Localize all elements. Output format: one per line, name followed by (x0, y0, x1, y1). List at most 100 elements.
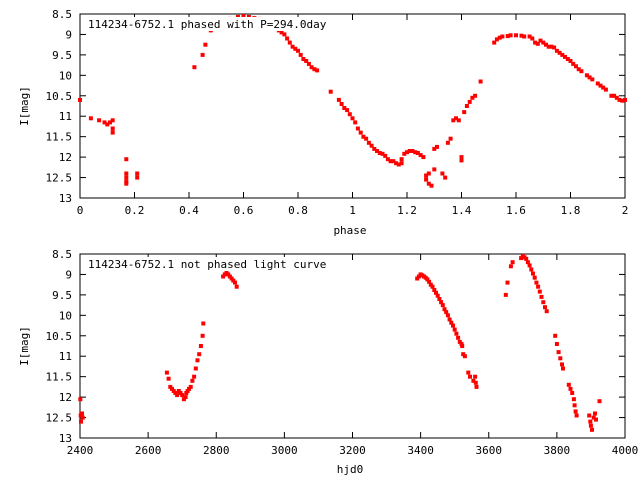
unphased-x-tick-label: 3000 (271, 444, 298, 457)
phased-data-point (544, 42, 548, 47)
phased-x-tick-label: 0.4 (179, 204, 199, 217)
phased-data-point (587, 75, 592, 80)
unphased-data-point (432, 288, 437, 292)
unphased-data-point (536, 284, 541, 289)
phased-x-tick-label: 1 (349, 204, 356, 217)
unphased-data-point (466, 370, 471, 375)
unphased-data-point (201, 321, 206, 326)
phased-data-point (470, 95, 475, 100)
unphased-data-point (556, 350, 561, 355)
phased-x-tick-label: 0.6 (234, 204, 254, 217)
unphased-data-point (529, 267, 534, 272)
phased-data-point (579, 69, 584, 74)
phased-data-point (478, 79, 483, 84)
phased-data-point (200, 52, 205, 57)
unphased-plot-frame (79, 253, 626, 439)
unphased-y-tick-label: 10.5 (46, 330, 73, 343)
phased-data-point (375, 149, 379, 153)
unphased-data-point (416, 274, 421, 279)
unphased-x-tick-label: 4000 (612, 444, 639, 457)
unphased-data-point (503, 292, 508, 297)
unphased-data-point (588, 423, 593, 428)
phased-data-point (192, 65, 197, 70)
unphased-data-point (473, 380, 478, 385)
unphased-data-point (574, 413, 579, 418)
unphased-y-tick-label: 13 (59, 432, 72, 445)
unphased-data-point (180, 393, 185, 398)
phased-data-point (426, 171, 431, 176)
phased-data-point (533, 40, 538, 45)
phased-data-point (372, 146, 377, 151)
unphased-data-point (427, 279, 432, 284)
phased-data-point (574, 64, 578, 69)
phased-y-tick-label: 12.5 (46, 172, 73, 185)
phased-data-point (557, 50, 562, 55)
unphased-data-point (505, 280, 510, 285)
unphased-data-point (226, 272, 231, 277)
phased-data-point (435, 144, 439, 149)
phased-data-point (304, 59, 309, 63)
unphased-data-point (440, 303, 445, 308)
unphased-data-point (524, 256, 529, 261)
phased-data-point (407, 149, 412, 153)
unphased-data-point (234, 284, 239, 289)
phased-data-point (293, 46, 298, 51)
unphased-data-point (178, 391, 183, 395)
phased-data-point (467, 99, 472, 104)
unphased-data-point (78, 397, 83, 402)
phased-data-point (383, 153, 388, 158)
phased-data-point (443, 175, 448, 180)
phased-data-point (595, 81, 600, 86)
unphased-data-point (510, 260, 515, 265)
phased-data-point (315, 68, 320, 73)
unphased-y-tick-label: 11 (59, 350, 72, 363)
unphased-data-point (457, 339, 462, 344)
phased-data-point (440, 171, 445, 176)
phased-data-point (385, 157, 390, 162)
unphased-data-point (445, 313, 450, 318)
unphased-data-point (460, 344, 465, 348)
unphased-data-point (590, 427, 594, 432)
phased-y-axis-label: I[mag] (18, 86, 31, 126)
phased-data-point (623, 97, 627, 102)
unphased-data-point (471, 378, 476, 383)
phased-data-point (612, 93, 617, 98)
unphased-y-tick-label: 11.5 (46, 371, 73, 384)
phased-data-point (296, 48, 300, 53)
phased-data-point (424, 177, 429, 182)
phased-data-point (345, 108, 350, 113)
phased-data-point (88, 116, 93, 121)
phased-data-point (456, 118, 461, 123)
phased-data-point (429, 183, 434, 188)
phased-data-point (527, 34, 532, 39)
phased-data-point (399, 157, 404, 162)
unphased-data-point (193, 366, 198, 371)
phased-data-point (609, 93, 614, 98)
phased-data-point (394, 161, 399, 166)
phased-plot-title: 114234-6752.1 phased with P=294.0day (88, 18, 327, 31)
unphased-data-point (181, 397, 186, 402)
unphased-data-point (544, 309, 549, 314)
phased-data-point (519, 33, 524, 38)
unphased-data-point (439, 300, 444, 305)
phased-data-point (514, 33, 518, 38)
phased-y-tick-label: 11.5 (46, 131, 73, 144)
unphased-data-point (593, 411, 597, 416)
phased-data-point (124, 171, 129, 176)
unphased-data-point (468, 374, 472, 379)
phased-data-point (552, 45, 557, 50)
unphased-data-point (553, 333, 558, 338)
phased-data-point (620, 98, 625, 103)
unphased-data-point (525, 260, 530, 265)
phased-data-point (538, 38, 543, 43)
unphased-data-point (519, 256, 524, 261)
phased-data-point (361, 134, 366, 139)
phased-data-point (135, 171, 140, 176)
phased-data-point (282, 32, 287, 37)
phased-data-point (494, 37, 499, 42)
unphased-data-point (561, 366, 565, 371)
unphased-data-point (452, 327, 457, 332)
phased-data-point (451, 118, 456, 123)
phased-data-point (505, 34, 510, 39)
phased-data-point (396, 162, 401, 167)
